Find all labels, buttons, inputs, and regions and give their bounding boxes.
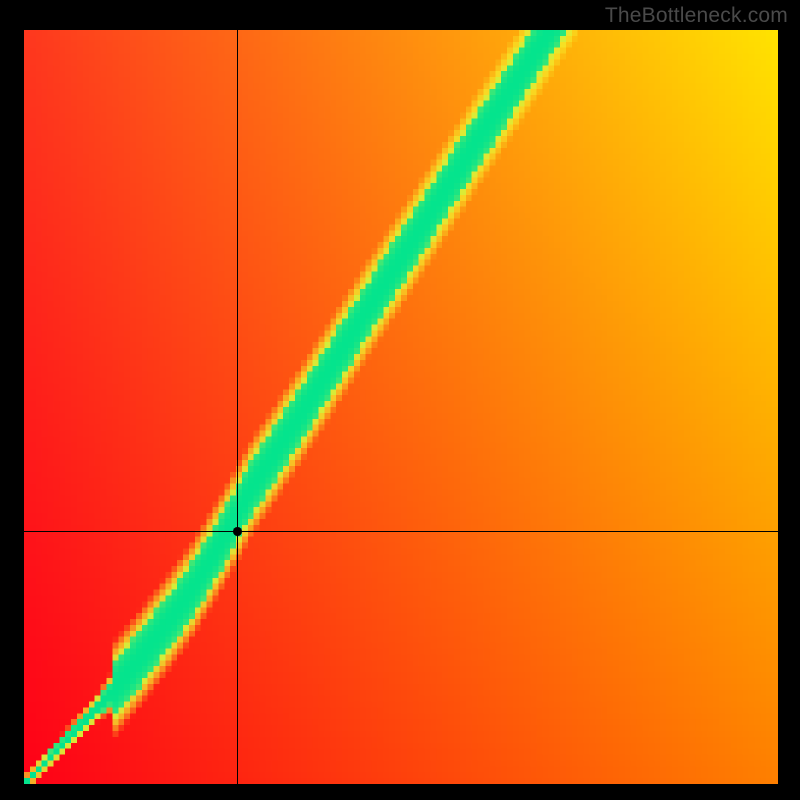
crosshair-overlay <box>24 30 778 784</box>
figure-root: TheBottleneck.com <box>0 0 800 800</box>
watermark-text: TheBottleneck.com <box>605 4 788 28</box>
